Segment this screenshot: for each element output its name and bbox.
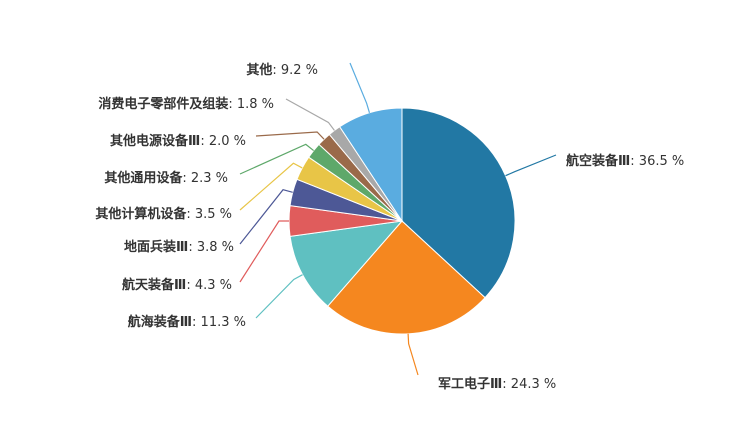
leader-line-5 bbox=[239, 162, 303, 211]
slice-label-name-1: 军工电子Ⅲ bbox=[438, 376, 502, 392]
slice-label-name-6: 其他通用设备 bbox=[104, 170, 183, 186]
slice-label-4: 地面兵装Ⅲ: 3.8 % bbox=[124, 239, 234, 255]
slice-label-name-0: 航空装备Ⅲ bbox=[566, 153, 630, 169]
slice-label-9: 其他: 9.2 % bbox=[246, 62, 318, 78]
pie-slices bbox=[288, 107, 516, 335]
slice-label-value-6: : 2.3 % bbox=[182, 171, 228, 186]
slice-label-value-0: : 36.5 % bbox=[630, 154, 684, 169]
slice-label-name-5: 其他计算机设备 bbox=[95, 206, 187, 222]
slice-label-name-8: 消费电子零部件及组装 bbox=[98, 96, 228, 112]
slice-label-3: 航天装备Ⅲ: 4.3 % bbox=[122, 277, 232, 293]
slice-label-name-2: 航海装备Ⅲ bbox=[128, 314, 192, 330]
slice-label-value-8: : 1.8 % bbox=[228, 97, 274, 112]
slice-label-value-4: : 3.8 % bbox=[188, 240, 234, 255]
leader-line-1 bbox=[407, 333, 419, 376]
slice-label-value-3: : 4.3 % bbox=[186, 278, 232, 293]
leader-line-3 bbox=[239, 220, 289, 283]
leader-lines bbox=[239, 62, 557, 376]
leader-line-0 bbox=[505, 154, 557, 177]
leader-line-4 bbox=[239, 189, 293, 245]
leader-line-8 bbox=[285, 98, 335, 131]
leader-line-2 bbox=[255, 274, 303, 319]
slice-label-name-4: 地面兵装Ⅲ bbox=[124, 239, 188, 255]
slice-label-name-9: 其他 bbox=[246, 62, 272, 78]
slice-label-name-3: 航天装备Ⅲ bbox=[122, 277, 186, 293]
slice-labels: 航空装备Ⅲ: 36.5 %军工电子Ⅲ: 24.3 %航海装备Ⅲ: 11.3 %航… bbox=[95, 62, 684, 392]
slice-label-5: 其他计算机设备: 3.5 % bbox=[95, 206, 232, 222]
slice-label-6: 其他通用设备: 2.3 % bbox=[104, 170, 228, 186]
leader-line-7 bbox=[255, 131, 325, 140]
slice-label-value-1: : 24.3 % bbox=[502, 377, 556, 392]
slice-label-8: 消费电子零部件及组装: 1.8 % bbox=[98, 96, 274, 112]
slice-label-value-2: : 11.3 % bbox=[192, 315, 246, 330]
slice-label-value-7: : 2.0 % bbox=[200, 134, 246, 149]
slice-label-1: 军工电子Ⅲ: 24.3 % bbox=[438, 376, 556, 392]
slice-label-2: 航海装备Ⅲ: 11.3 % bbox=[128, 314, 246, 330]
slice-label-value-9: : 9.2 % bbox=[272, 63, 318, 78]
slice-label-name-7: 其他电源设备Ⅲ bbox=[110, 133, 200, 149]
slice-label-0: 航空装备Ⅲ: 36.5 % bbox=[566, 153, 684, 169]
slice-label-value-5: : 3.5 % bbox=[186, 207, 232, 222]
leader-line-9 bbox=[349, 62, 371, 113]
slice-label-7: 其他电源设备Ⅲ: 2.0 % bbox=[110, 133, 246, 149]
leader-line-6 bbox=[239, 143, 314, 175]
